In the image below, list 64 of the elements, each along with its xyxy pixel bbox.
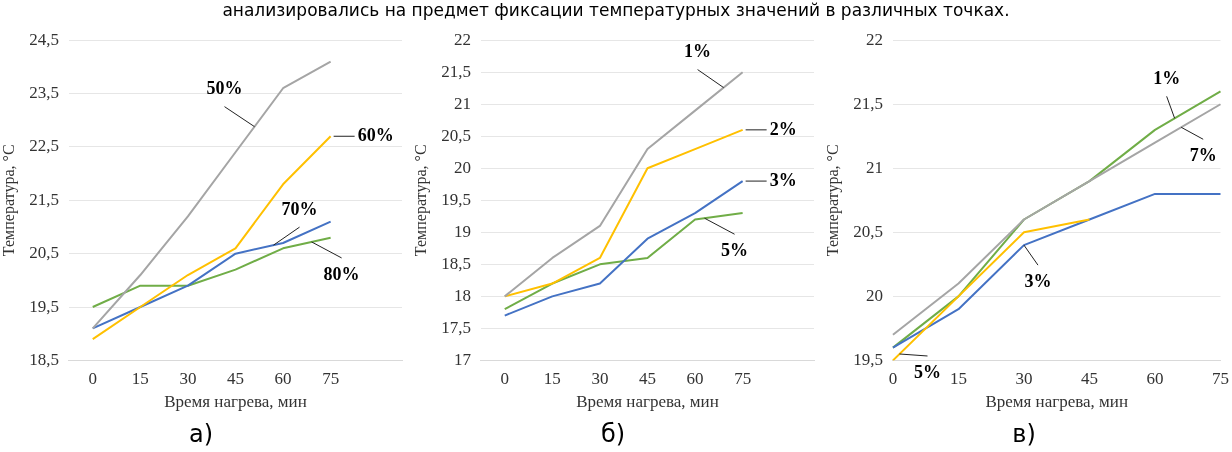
series-label: 5%: [914, 361, 941, 382]
y-axis-title: Температура, °С: [0, 144, 18, 257]
x-tick-label: 0: [500, 369, 509, 389]
y-axis-title: Температура, °С: [411, 144, 430, 257]
y-tick-label: 20: [865, 285, 883, 305]
series-label: 5%: [721, 239, 749, 260]
y-tick-label: 22: [453, 29, 471, 49]
x-tick-label: 60: [686, 369, 704, 389]
y-tick-label: 17,5: [441, 317, 471, 337]
y-tick-label: 21,5: [29, 189, 59, 209]
series-label: 3%: [1024, 270, 1052, 291]
series-label: 80%: [323, 263, 360, 284]
series-label: 7%: [1189, 144, 1217, 165]
x-tick-label: 45: [1080, 369, 1098, 389]
y-tick-label: 21: [865, 157, 883, 177]
text: в): [1012, 419, 1036, 448]
y-tick-label: 21: [453, 93, 471, 113]
text: а): [188, 419, 214, 448]
y-tick-label: 19: [453, 221, 471, 241]
x-tick-label: 75: [322, 369, 340, 389]
x-tick-label: 75: [734, 369, 752, 389]
series-label: 2%: [769, 118, 797, 139]
y-tick-label: 20: [453, 157, 471, 177]
y-tick-label: 18: [453, 285, 471, 305]
series-label: 1%: [1153, 67, 1181, 88]
y-tick-label: 22: [865, 29, 883, 49]
x-tick-label: 0: [88, 369, 97, 389]
x-tick-label: 15: [949, 369, 967, 389]
text: анализировались на предмет фиксации температурных значений в различных точках.: [221, 0, 1011, 20]
x-tick-label: 15: [543, 369, 561, 389]
x-axis-title: Время нагрева, мин: [164, 392, 307, 412]
x-tick-label: 60: [274, 369, 292, 389]
y-tick-label: 19,5: [853, 349, 883, 369]
y-axis-title: Температура, °С: [823, 144, 842, 257]
series-label: 70%: [281, 198, 318, 219]
y-tick-label: 24,5: [29, 29, 59, 49]
y-tick-label: 18,5: [29, 349, 59, 369]
x-tick-label: 75: [1212, 369, 1229, 389]
y-tick-label: 20,5: [29, 243, 59, 263]
x-tick-label: 30: [1015, 369, 1033, 389]
x-tick-label: 15: [131, 369, 149, 389]
x-tick-label: 30: [179, 369, 197, 389]
y-tick-label: 21,5: [441, 61, 471, 81]
x-tick-label: 45: [226, 369, 244, 389]
x-tick-label: 30: [591, 369, 609, 389]
y-tick-label: 17: [453, 349, 472, 369]
text: б): [600, 419, 626, 448]
series-label: 1%: [684, 41, 712, 62]
series-label: 60%: [357, 124, 394, 145]
y-tick-label: 19,5: [29, 296, 59, 316]
y-tick-label: 20,5: [441, 125, 471, 145]
y-tick-label: 19,5: [441, 189, 471, 209]
x-tick-label: 0: [888, 369, 898, 389]
x-tick-label: 60: [1146, 369, 1164, 389]
y-tick-label: 23,5: [29, 83, 59, 103]
series-label: 3%: [769, 169, 797, 190]
series-label: 50%: [206, 78, 243, 99]
y-tick-label: 20,5: [853, 221, 883, 241]
y-tick-label: 21,5: [853, 93, 883, 113]
x-axis-title: Время нагрева, мин: [985, 392, 1129, 412]
y-tick-label: 22,5: [29, 136, 59, 156]
x-tick-label: 45: [638, 369, 656, 389]
x-axis-title: Время нагрева, мин: [576, 392, 719, 412]
y-tick-label: 18,5: [441, 253, 471, 273]
